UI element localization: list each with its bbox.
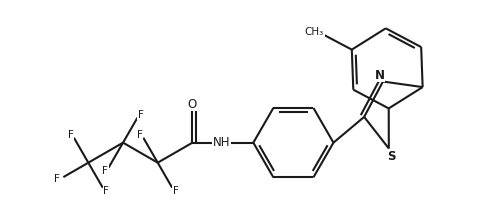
Text: F: F — [103, 186, 109, 196]
Text: S: S — [387, 150, 396, 163]
Text: NH: NH — [213, 136, 230, 149]
Text: F: F — [137, 130, 143, 140]
Text: F: F — [54, 174, 60, 184]
Text: CH₃: CH₃ — [305, 27, 324, 37]
Text: F: F — [138, 110, 144, 120]
Text: F: F — [102, 166, 108, 176]
Text: N: N — [375, 69, 385, 82]
Text: O: O — [188, 98, 197, 111]
Text: F: F — [173, 186, 178, 196]
Text: F: F — [68, 130, 73, 140]
